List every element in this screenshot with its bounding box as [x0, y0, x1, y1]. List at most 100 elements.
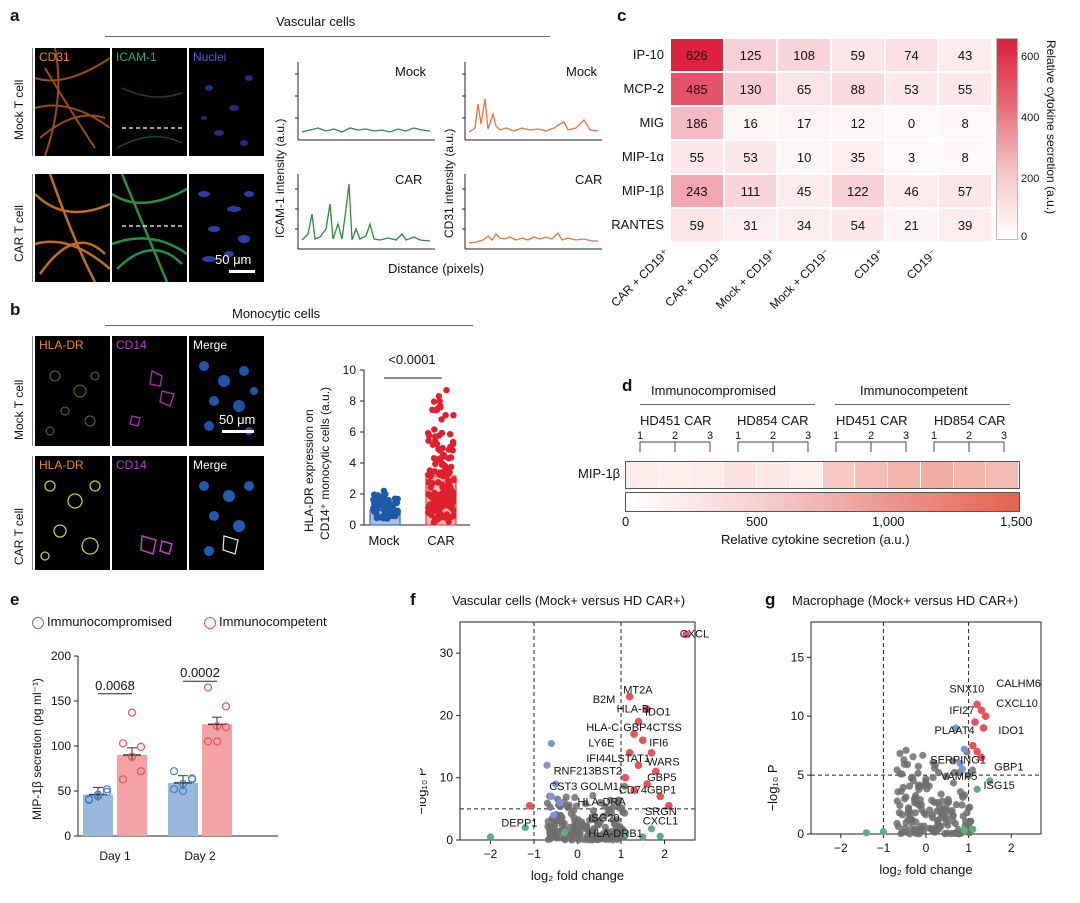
f-title: Vascular cells (Mock+ versus HD CAR+): [452, 593, 686, 608]
volcano-point-up: [977, 753, 986, 762]
b-car-point: [426, 467, 434, 474]
volcano-ytick: 15: [791, 650, 805, 664]
d-replicate-label: 3: [805, 430, 811, 442]
volcano-point: [937, 822, 945, 831]
volcano-point: [919, 751, 927, 759]
panel-b-title-line: [105, 325, 473, 326]
d-replicate-label: 2: [966, 430, 972, 442]
volcano-point: [925, 806, 934, 814]
volcano-point-down: [960, 745, 968, 753]
e-bar: [83, 794, 113, 836]
panel-a-row-car: CAR T cell: [12, 205, 26, 262]
volcano-point: [950, 768, 959, 776]
e-point: [136, 767, 146, 776]
b-car-point: [449, 438, 457, 446]
d-heat-cell: [855, 462, 888, 488]
panel-b-row-mock: Mock T cell: [12, 379, 26, 440]
d-replicate-label: 1: [833, 430, 839, 442]
e-xlabel: Day 1: [99, 849, 131, 863]
heatmap-c-cell: 485: [670, 72, 724, 106]
micrograph-mock-merge: Merge 50 μm: [189, 336, 264, 446]
micrograph-mock-nuclei: Nuclei: [189, 48, 264, 156]
heatmap-c-cell: 54: [831, 208, 885, 242]
volcano-point-ns: [879, 828, 888, 836]
panel-label-g: g: [765, 590, 776, 609]
d-replicate-brackets: 1 2 3 1 2 3 1 2 3 1 2 3: [637, 430, 1007, 452]
volcano-point: [896, 749, 904, 757]
volcano-point: [905, 782, 914, 790]
b-car-point: [438, 461, 446, 469]
volcano-point: [898, 828, 906, 836]
volcano-gene-label: ISG20: [588, 812, 619, 824]
volcano-point: [567, 830, 575, 839]
panel-f-volcano: −2−10120102030CXCL10MT2AB2MIDO1HLA-BHLA-…: [420, 621, 710, 883]
b-pvalue: <0.0001: [388, 352, 435, 367]
volcano-point-ns: [639, 833, 647, 841]
heatmap-c-cell: 8: [938, 106, 992, 140]
scale-bar-b: 50 μm: [219, 412, 256, 427]
micrograph-mock-cd31: CD31: [35, 48, 110, 156]
volcano-gene-label: ISG15: [984, 780, 1015, 792]
b-ytick-8: 8: [349, 394, 356, 408]
panel-b-title: Monocytic cells: [232, 306, 321, 321]
d-replicate-label: 2: [770, 430, 776, 442]
panel-label-a: a: [10, 6, 20, 25]
volcano-point: [943, 815, 951, 823]
volcano-point: [544, 817, 552, 826]
channel-label-merge: Merge: [193, 338, 228, 352]
volcano-gene-label: GBP5: [647, 772, 676, 784]
volcano-point: [958, 801, 966, 809]
volcano-gene-label: DEPP1: [501, 817, 537, 829]
volcano-xtick: −2: [834, 841, 848, 855]
d-donor-1: HD451 CAR: [640, 413, 712, 428]
volcano-point: [968, 766, 977, 774]
heatmap-c-cell: 65: [777, 72, 831, 106]
heatmap-c-cell: 45: [777, 174, 831, 208]
b-car-point: [432, 460, 439, 468]
heatmap-c-cell: 43: [938, 38, 992, 72]
channel-label-cd14-car: CD14: [116, 458, 147, 472]
d-heat-cell: [658, 462, 692, 488]
volcano-point: [914, 827, 922, 835]
volcano-point: [546, 803, 554, 811]
volcano-gene-label: B2M: [593, 694, 616, 706]
volcano-point-ns: [647, 825, 656, 833]
heatmap-c-cell: 53: [723, 140, 778, 174]
e-ytick: 50: [58, 784, 72, 798]
volcano-point-ns: [621, 830, 629, 838]
label-car-cd31: CAR: [575, 172, 603, 187]
b-car-point: [436, 397, 443, 405]
b-car-point: [441, 514, 448, 521]
d-heat-strip: [625, 461, 1020, 489]
d-cbar-1000: 1,000: [872, 514, 905, 529]
volcano-point-ns: [521, 823, 529, 832]
volcano-xtick: 2: [661, 847, 668, 861]
b-ytick-2: 2: [349, 487, 356, 501]
e-point: [84, 795, 94, 804]
e-point: [118, 739, 128, 748]
e-ytick: 0: [64, 829, 71, 843]
volcano-point: [919, 782, 927, 790]
panel-c-colorbar: [996, 38, 1018, 240]
micrograph-car-cd14: CD14: [112, 456, 187, 570]
heatmap-c-cell: 243: [670, 174, 724, 208]
micrograph-car-hladr: HLA-DR: [35, 456, 110, 570]
heatmap-c-cell: 17: [777, 106, 831, 140]
volcano-point-up: [665, 801, 673, 810]
volcano-point: [584, 833, 593, 841]
e-point: [221, 702, 231, 711]
panel-label-c: c: [617, 6, 627, 25]
e-point: [178, 786, 188, 796]
volcano-point: [601, 802, 609, 810]
b-car-point: [450, 412, 457, 419]
volcano-gene-label: CXCL1: [643, 815, 678, 827]
volcano-point: [938, 797, 946, 805]
volcano-ytick: 5: [797, 768, 804, 782]
micrograph-car-merge: Merge: [189, 456, 264, 570]
b-mock-point: [373, 514, 380, 522]
volcano-gene-label: PLAAT4: [935, 725, 975, 737]
volcano-gene-label: LY6E: [588, 738, 614, 750]
b-xlabel-car: CAR: [427, 533, 454, 548]
e-point: [221, 722, 231, 732]
volcano-point-up: [969, 741, 977, 750]
